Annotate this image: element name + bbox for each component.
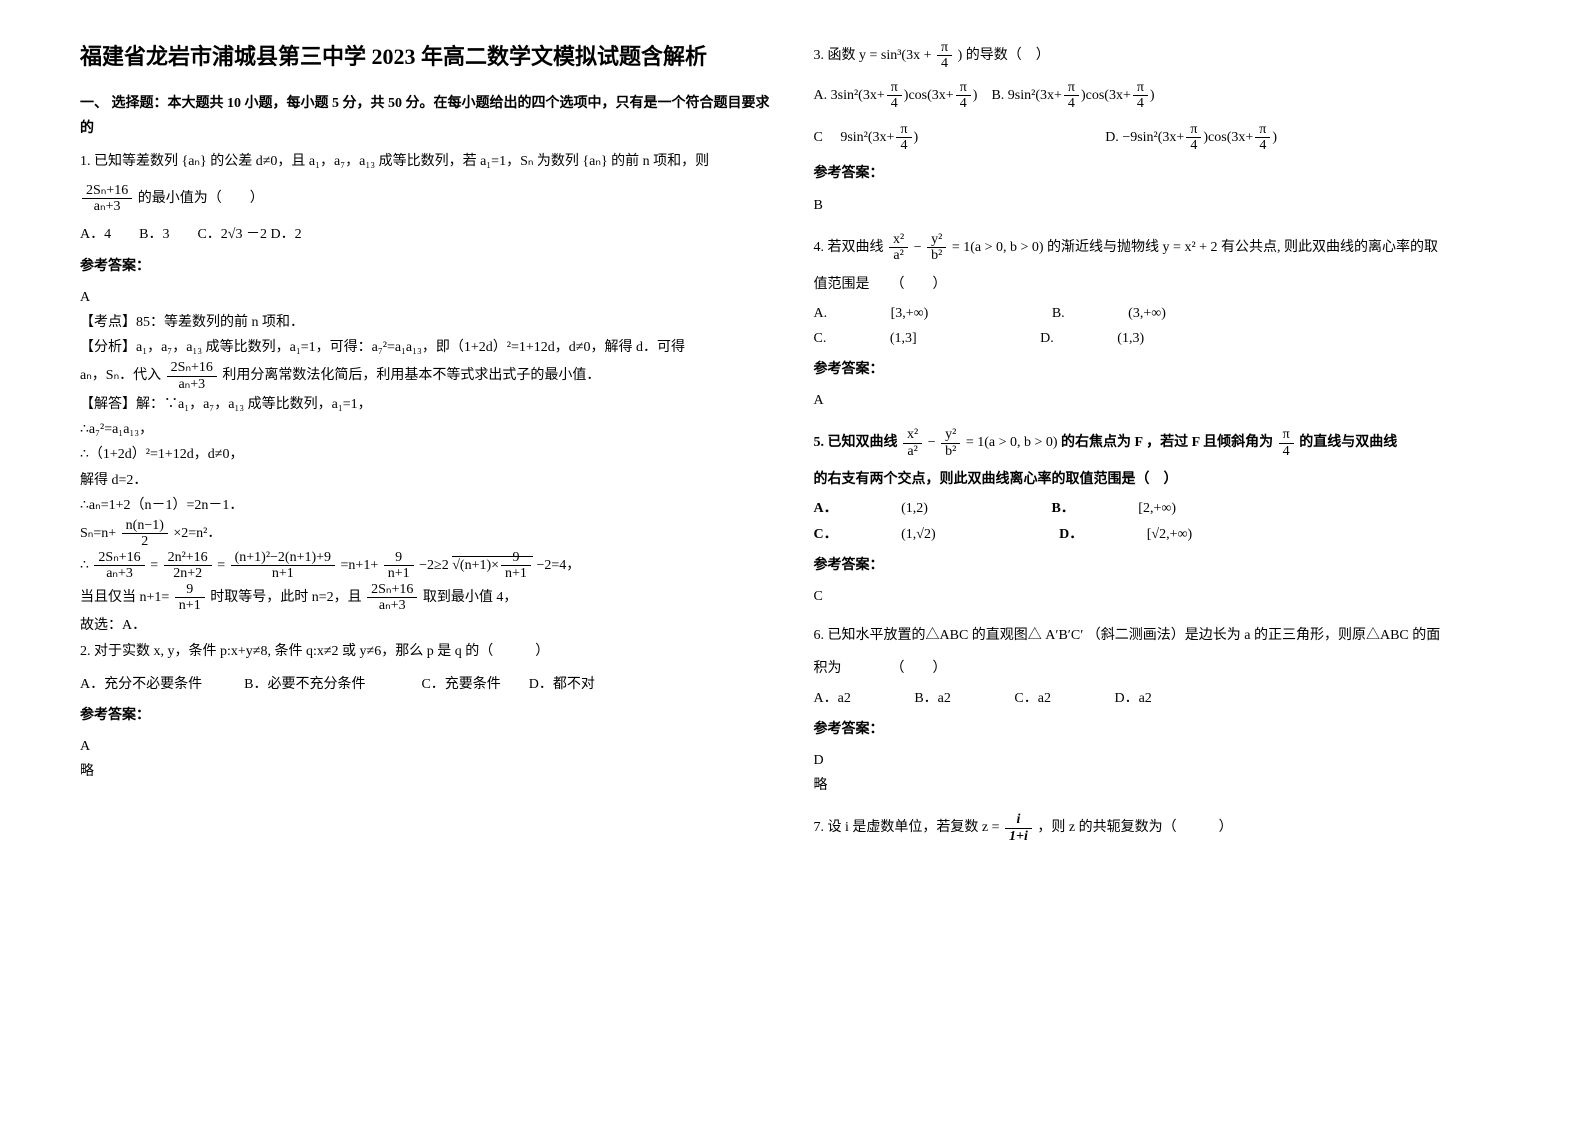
q1-jieda3: ∴（1+2d）²=1+12d，d≠0，	[80, 442, 774, 467]
left-column: 福建省龙岩市浦城县第三中学 2023 年高二数学文模拟试题含解析 一、 选择题：…	[60, 40, 794, 1102]
q4-answer-label: 参考答案：	[814, 357, 1508, 382]
q3-row2: C 9sin²(3x+π4) D. −9sin²(3x+π4)cos(3x+π4…	[814, 122, 1508, 154]
q1-answer: A	[80, 285, 774, 310]
q5-answer-label: 参考答案：	[814, 553, 1508, 578]
q6-options: A．a2 B．a2 C．a2 D．a2	[814, 686, 1508, 711]
q1-options: A．4 B．3 C．2√3 －2 D．2	[80, 222, 774, 247]
q2-answer-label: 参考答案：	[80, 703, 774, 728]
right-column: 3. 函数 y = sin³(3x + π4 ) 的导数（ ） A. 3sin²…	[794, 40, 1528, 1102]
exam-title: 福建省龙岩市浦城县第三中学 2023 年高二数学文模拟试题含解析	[80, 40, 774, 73]
q2-answer: A	[80, 734, 774, 759]
q3-answer-label: 参考答案：	[814, 161, 1508, 186]
q5-stem-line2: 的右支有两个交点，则此双曲线离心率的取值范围是（ ）	[814, 467, 1508, 492]
q1-fenxi: 【分析】a₁，a₇，a₁₃ 成等比数列，a₁=1，可得：a₇²=a₁a₁₃，即（…	[80, 335, 774, 360]
q6-stem1: 6. 已知水平放置的△ABC 的直观图△ A′B′C′ （斜二测画法）是边长为 …	[814, 623, 1508, 648]
q1-stem-line1: 1. 已知等差数列 {aₙ} 的公差 d≠0，且 a₁，a₇，a₁₃ 成等比数列…	[80, 149, 774, 174]
q4-answer: A	[814, 388, 1508, 413]
section-1-head: 一、 选择题：本大题共 10 小题，每小题 5 分，共 50 分。在每小题给出的…	[80, 91, 774, 141]
q1-fenxi2: aₙ，Sₙ．代入 2Sₙ+16 aₙ+3 利用分离常数法化简后，利用基本不等式求…	[80, 360, 774, 392]
q1-jieda9: 故选：A．	[80, 613, 774, 638]
q1-answer-label: 参考答案：	[80, 254, 774, 279]
q3-answer: B	[814, 193, 1508, 218]
q4-stem: 4. 若双曲线 x²a² − y²b² = 1(a > 0, b > 0) 的渐…	[814, 232, 1508, 264]
q1-kaodian: 【考点】85：等差数列的前 n 项和．	[80, 310, 774, 335]
q5-stem: 5. 已知双曲线 x²a² − y²b² = 1(a > 0, b > 0) 的…	[814, 427, 1508, 459]
q6-answer: D	[814, 748, 1508, 773]
q1-main-frac: 2Sₙ+16 aₙ+3	[82, 183, 132, 215]
q6-note: 略	[814, 773, 1508, 798]
q1-jieda6: Sₙ=n+ n(n−1) 2 ×2=n²．	[80, 518, 774, 550]
q1-jieda7: ∴ 2Sₙ+16aₙ+3 = 2n²+162n+2 = (n+1)²−2(n+1…	[80, 550, 774, 582]
q6-stem2: 积为 （ ）	[814, 656, 1508, 681]
q1-jieda8: 当且仅当 n+1= 9n+1 时取等号，此时 n=2，且 2Sₙ+16aₙ+3 …	[80, 582, 774, 614]
q2-note: 略	[80, 759, 774, 784]
q4-stem-line2: 值范围是 （ ）	[814, 272, 1508, 297]
q6-answer-label: 参考答案：	[814, 717, 1508, 742]
q3-row1: A. 3sin²(3x+π4)cos(3x+π4) B. 9sin²(3x+π4…	[814, 80, 1508, 112]
q3-stem: 3. 函数 y = sin³(3x + π4 ) 的导数（ ）	[814, 40, 1508, 72]
q1-stem-suffix: 的最小值为（ ）	[138, 191, 264, 206]
q2-stem: 2. 对于实数 x, y，条件 p:x+y≠8, 条件 q:x≠2 或 y≠6，…	[80, 639, 774, 664]
q1-jieda5: ∴aₙ=1+2（n－1）=2n－1．	[80, 493, 774, 518]
q1-jieda1: 【解答】解：∵a₁，a₇，a₁₃ 成等比数列，a₁=1，	[80, 392, 774, 417]
q1-stem-frac-line: 2Sₙ+16 aₙ+3 的最小值为（ ）	[80, 183, 774, 215]
q1-jieda2: ∴a₇²=a₁a₁₃，	[80, 417, 774, 442]
q5-answer: C	[814, 584, 1508, 609]
q7-stem: 7. 设 i 是虚数单位，若复数 z = i1+i ，则 z 的共轭复数为（ ）	[814, 812, 1508, 844]
q2-options: A．充分不必要条件 B．必要不充分条件 C．充要条件 D．都不对	[80, 672, 774, 697]
q1-jieda4: 解得 d=2．	[80, 468, 774, 493]
q4-options: A. [3,+∞) B. (3,+∞) C. (1,3] D. (1,3)	[814, 301, 1508, 351]
q5-options: A． (1,2) B． [2,+∞) C． (1,√2) D． [√2,+∞)	[814, 496, 1508, 546]
